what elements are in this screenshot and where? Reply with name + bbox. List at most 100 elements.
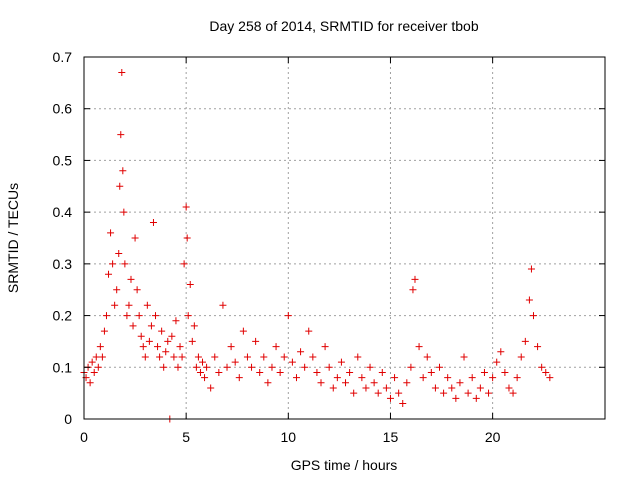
- data-point: [176, 343, 184, 351]
- data-point: [207, 384, 215, 392]
- data-point: [168, 332, 176, 340]
- data-point: [521, 337, 529, 345]
- data-point: [105, 270, 113, 278]
- data-point: [276, 368, 284, 376]
- data-point: [194, 353, 202, 361]
- data-point: [183, 234, 191, 242]
- x-tick-label: 15: [383, 429, 399, 445]
- data-point: [182, 203, 190, 211]
- data-point: [113, 286, 121, 294]
- data-point: [196, 368, 204, 376]
- data-point: [480, 368, 488, 376]
- data-point: [329, 384, 337, 392]
- data-point: [152, 312, 160, 320]
- data-point: [235, 374, 243, 382]
- y-tick-label: 0.4: [53, 204, 73, 220]
- data-point: [472, 394, 480, 402]
- data-point: [227, 343, 235, 351]
- data-point: [427, 368, 435, 376]
- plot-frame: [83, 56, 606, 420]
- data-point: [252, 337, 260, 345]
- data-point: [301, 363, 309, 371]
- y-tick-label: 0.3: [53, 256, 73, 272]
- data-point: [98, 353, 106, 361]
- x-tick-label: 0: [80, 429, 88, 445]
- data-point: [184, 312, 192, 320]
- data-point: [485, 389, 493, 397]
- data-point: [538, 363, 546, 371]
- y-axis-label: SRMTID / TECUs: [5, 183, 21, 293]
- data-point: [321, 343, 329, 351]
- data-point: [378, 368, 386, 376]
- data-point: [86, 379, 94, 387]
- data-point: [211, 353, 219, 361]
- data-point: [493, 358, 501, 366]
- data-point: [411, 275, 419, 283]
- data-point: [203, 363, 211, 371]
- data-point: [264, 379, 272, 387]
- data-point: [172, 317, 180, 325]
- data-point: [317, 379, 325, 387]
- data-point: [102, 312, 110, 320]
- data-point: [337, 358, 345, 366]
- data-point: [415, 343, 423, 351]
- data-point: [199, 358, 207, 366]
- y-tick-label: 0: [64, 411, 72, 427]
- data-point: [141, 353, 149, 361]
- data-point: [305, 327, 313, 335]
- chart-title: Day 258 of 2014, SRMTID for receiver tbo…: [209, 18, 478, 34]
- data-point: [325, 363, 333, 371]
- data-point: [386, 394, 394, 402]
- data-point: [223, 363, 231, 371]
- data-point: [90, 368, 98, 376]
- data-point: [120, 208, 128, 216]
- y-tick-label: 0.2: [53, 308, 73, 324]
- data-point: [158, 327, 166, 335]
- points-layer: [80, 69, 554, 423]
- x-tick-label: 20: [485, 429, 501, 445]
- grid-layer: [84, 57, 605, 419]
- data-point: [96, 343, 104, 351]
- data-point: [525, 296, 533, 304]
- data-point: [201, 374, 209, 382]
- data-point: [154, 343, 162, 351]
- data-point: [382, 384, 390, 392]
- data-point: [366, 363, 374, 371]
- data-point: [529, 312, 537, 320]
- data-point: [436, 363, 444, 371]
- data-point: [546, 374, 554, 382]
- data-point: [409, 286, 417, 294]
- data-point: [497, 348, 505, 356]
- data-point: [423, 353, 431, 361]
- data-point: [180, 260, 188, 268]
- data-point: [125, 301, 133, 309]
- x-tick-label: 5: [182, 429, 190, 445]
- data-point: [186, 281, 194, 289]
- data-point: [147, 322, 155, 330]
- data-point: [178, 353, 186, 361]
- data-point: [107, 229, 115, 237]
- x-tick-label: 10: [281, 429, 297, 445]
- data-point: [118, 69, 126, 77]
- data-point: [391, 374, 399, 382]
- data-point: [123, 312, 131, 320]
- data-point: [354, 353, 362, 361]
- data-point: [143, 301, 151, 309]
- data-point: [127, 275, 135, 283]
- data-point: [358, 374, 366, 382]
- data-point: [135, 312, 143, 320]
- data-point: [419, 374, 427, 382]
- data-point: [256, 368, 264, 376]
- data-point: [309, 353, 317, 361]
- data-point: [407, 363, 415, 371]
- data-point: [395, 389, 403, 397]
- data-point: [431, 384, 439, 392]
- data-point: [156, 353, 164, 361]
- data-point: [121, 260, 129, 268]
- data-point: [399, 399, 407, 407]
- data-point: [374, 389, 382, 397]
- data-point: [149, 218, 157, 226]
- data-point: [88, 358, 96, 366]
- data-point: [92, 353, 100, 361]
